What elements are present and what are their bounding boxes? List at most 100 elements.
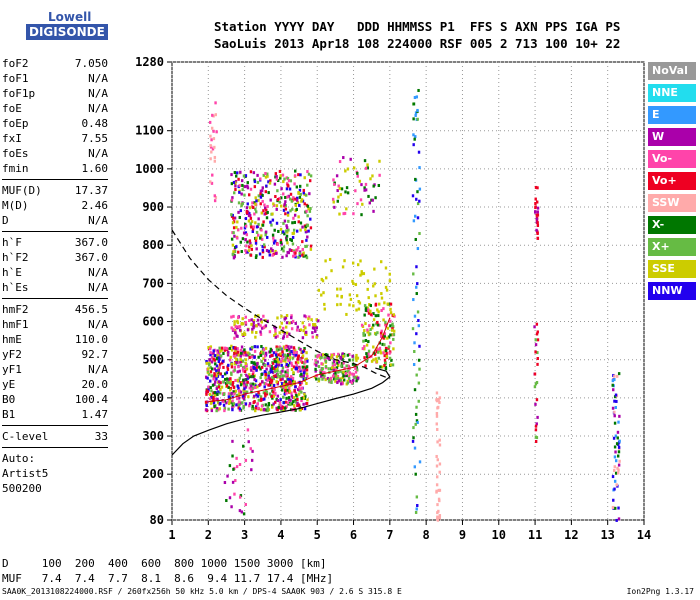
echo-point	[255, 363, 259, 367]
echo-point	[240, 226, 243, 230]
echo-point	[616, 471, 620, 475]
echo-point	[320, 374, 323, 378]
echo-point	[289, 355, 292, 359]
echo-point	[294, 385, 297, 389]
echo-point	[296, 201, 300, 205]
echo-point	[337, 370, 340, 374]
echo-point	[244, 222, 247, 226]
echo-point	[253, 378, 256, 382]
echo-point	[272, 402, 275, 406]
echo-point	[223, 377, 227, 381]
echo-point	[280, 196, 283, 200]
echo-point	[249, 366, 253, 370]
echo-point	[299, 192, 302, 196]
echo-point	[536, 206, 540, 210]
echo-point	[254, 196, 257, 200]
echo-point	[244, 238, 247, 242]
echo-point	[274, 329, 277, 333]
echo-point	[263, 392, 267, 396]
echo-point	[231, 480, 235, 484]
echo-point	[237, 396, 241, 400]
echo-point	[352, 372, 355, 376]
echo-point	[414, 472, 417, 476]
param-value: 1.47	[81, 408, 109, 421]
echo-point	[344, 372, 348, 376]
echo-point	[208, 397, 212, 401]
echo-point	[261, 244, 264, 248]
echo-point	[333, 377, 336, 381]
echo-point	[216, 349, 219, 353]
echo-point	[282, 395, 285, 399]
echo-point	[391, 327, 394, 331]
echo-point	[617, 468, 620, 472]
echo-point	[367, 308, 370, 312]
echo-point	[225, 380, 229, 384]
echo-point	[233, 248, 236, 252]
echo-point	[244, 458, 248, 462]
echo-point	[267, 191, 270, 195]
echo-point	[267, 363, 270, 367]
echo-point	[345, 374, 348, 378]
echo-point	[372, 358, 375, 362]
echo-point	[412, 102, 416, 106]
echo-point	[237, 177, 240, 181]
echo-point	[223, 348, 227, 352]
echo-point	[248, 245, 251, 249]
echo-point	[611, 505, 615, 509]
echo-point	[217, 360, 221, 364]
echo-point	[305, 230, 308, 234]
echo-point	[233, 320, 236, 324]
echo-point	[281, 352, 285, 356]
echo-point	[239, 348, 243, 352]
legend-entry: E	[648, 106, 696, 124]
echo-point	[294, 349, 297, 353]
echo-point	[212, 395, 215, 399]
echo-point	[219, 388, 222, 392]
param-row: M(D) 2.46	[2, 198, 108, 213]
echo-point	[242, 406, 245, 410]
echo-point	[251, 382, 255, 386]
echo-point	[331, 364, 335, 368]
echo-point	[252, 319, 256, 323]
echo-point	[259, 192, 262, 196]
echo-point	[322, 353, 325, 357]
echo-point	[245, 206, 249, 210]
echo-point	[264, 403, 267, 407]
echo-point	[363, 329, 366, 333]
echo-point	[614, 393, 618, 397]
echo-point	[249, 375, 252, 379]
echo-point	[264, 351, 268, 355]
echo-point	[263, 385, 266, 389]
echo-point	[339, 355, 343, 359]
echo-point	[340, 380, 343, 384]
echo-point	[276, 316, 279, 320]
echo-point	[344, 190, 347, 194]
echo-point	[335, 355, 339, 359]
echo-point	[256, 406, 260, 410]
echo-point	[215, 377, 218, 381]
echo-point	[281, 350, 284, 354]
echo-point	[238, 407, 242, 411]
echo-point	[280, 204, 283, 208]
echo-point	[212, 391, 215, 395]
echo-point	[209, 144, 212, 148]
param-row: h`F2 367.0	[2, 250, 108, 265]
echo-point	[289, 383, 292, 387]
echo-point	[304, 367, 307, 371]
echo-point	[241, 183, 244, 187]
param-value: 456.5	[74, 303, 108, 316]
echo-point	[312, 326, 316, 330]
echo-point	[266, 406, 270, 410]
echo-point	[536, 351, 539, 355]
echo-point	[217, 366, 220, 370]
echo-point	[260, 344, 263, 348]
echo-point	[339, 287, 342, 291]
echo-point	[368, 201, 372, 205]
echo-point	[348, 293, 352, 297]
echo-point	[536, 330, 539, 334]
echo-point	[237, 387, 240, 391]
echo-point	[295, 395, 299, 399]
echo-point	[316, 360, 319, 364]
echo-point	[261, 255, 264, 259]
echo-point	[383, 363, 386, 367]
